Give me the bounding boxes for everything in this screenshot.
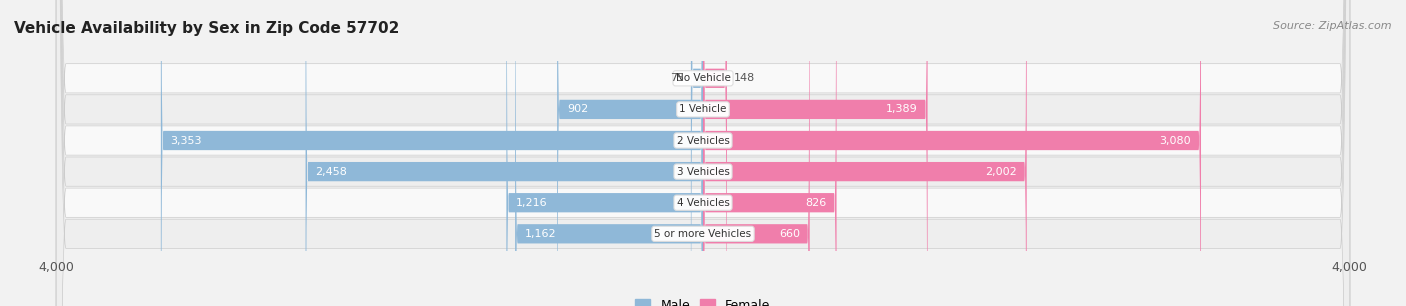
FancyBboxPatch shape [56, 0, 1350, 306]
FancyBboxPatch shape [557, 0, 703, 306]
Text: 660: 660 [779, 229, 800, 239]
Text: 148: 148 [734, 73, 755, 83]
FancyBboxPatch shape [305, 0, 703, 306]
Text: 826: 826 [806, 198, 827, 208]
FancyBboxPatch shape [690, 0, 703, 306]
Text: 902: 902 [567, 104, 588, 114]
FancyBboxPatch shape [703, 0, 810, 306]
Legend: Male, Female: Male, Female [630, 294, 776, 306]
Text: 75: 75 [671, 73, 685, 83]
Text: 3,353: 3,353 [170, 136, 202, 146]
Text: 3,080: 3,080 [1160, 136, 1191, 146]
Text: 2,458: 2,458 [315, 166, 347, 177]
Text: Source: ZipAtlas.com: Source: ZipAtlas.com [1274, 21, 1392, 32]
FancyBboxPatch shape [160, 0, 703, 306]
Text: 1 Vehicle: 1 Vehicle [679, 104, 727, 114]
FancyBboxPatch shape [56, 0, 1350, 306]
Text: 1,216: 1,216 [516, 198, 548, 208]
Text: 1,389: 1,389 [886, 104, 918, 114]
FancyBboxPatch shape [56, 0, 1350, 306]
Text: No Vehicle: No Vehicle [675, 73, 731, 83]
FancyBboxPatch shape [703, 0, 1201, 306]
FancyBboxPatch shape [56, 0, 1350, 306]
Text: Vehicle Availability by Sex in Zip Code 57702: Vehicle Availability by Sex in Zip Code … [14, 21, 399, 36]
FancyBboxPatch shape [703, 0, 1026, 306]
FancyBboxPatch shape [56, 0, 1350, 306]
FancyBboxPatch shape [703, 0, 727, 306]
Text: 3 Vehicles: 3 Vehicles [676, 166, 730, 177]
Text: 2,002: 2,002 [986, 166, 1017, 177]
Text: 4 Vehicles: 4 Vehicles [676, 198, 730, 208]
Text: 5 or more Vehicles: 5 or more Vehicles [654, 229, 752, 239]
FancyBboxPatch shape [56, 0, 1350, 306]
Text: 2 Vehicles: 2 Vehicles [676, 136, 730, 146]
FancyBboxPatch shape [506, 0, 703, 306]
FancyBboxPatch shape [703, 0, 928, 306]
FancyBboxPatch shape [703, 0, 837, 306]
FancyBboxPatch shape [515, 0, 703, 306]
Text: 1,162: 1,162 [524, 229, 557, 239]
